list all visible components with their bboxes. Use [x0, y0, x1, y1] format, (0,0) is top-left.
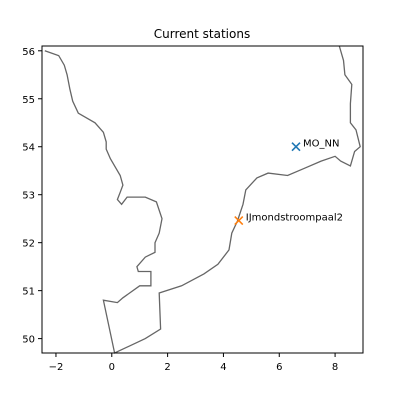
- axes-frame: [41, 45, 364, 354]
- y-tick-label: 55: [22, 95, 35, 106]
- y-tick-label: 53: [22, 191, 35, 202]
- coastline-path: [44, 45, 361, 354]
- y-tick-label: 51: [22, 287, 35, 298]
- station-marker: [234, 216, 244, 226]
- x-axis: −2 0 2 4 6 8: [49, 353, 338, 373]
- plot-area: MO_NN IJmondstroompaal2: [44, 45, 361, 354]
- x-tick-label: 2: [164, 362, 170, 373]
- x-tick-label: 6: [276, 362, 282, 373]
- x-tick-label: 0: [109, 362, 115, 373]
- y-axis: 50 51 52 53 54 55 56: [22, 47, 42, 346]
- station-marker: [291, 142, 301, 152]
- y-tick-label: 52: [22, 239, 35, 250]
- y-tick-label: 56: [22, 47, 35, 58]
- x-tick-label: 8: [332, 362, 338, 373]
- station-label: IJmondstroompaal2: [246, 213, 343, 224]
- x-tick-label: 4: [220, 362, 226, 373]
- map-title: Current stations: [154, 27, 250, 41]
- y-tick-label: 50: [22, 335, 35, 346]
- x-tick-label: −2: [49, 362, 64, 373]
- y-tick-label: 54: [22, 143, 35, 154]
- station-markers: MO_NN IJmondstroompaal2: [234, 139, 343, 226]
- station-label: MO_NN: [303, 139, 339, 150]
